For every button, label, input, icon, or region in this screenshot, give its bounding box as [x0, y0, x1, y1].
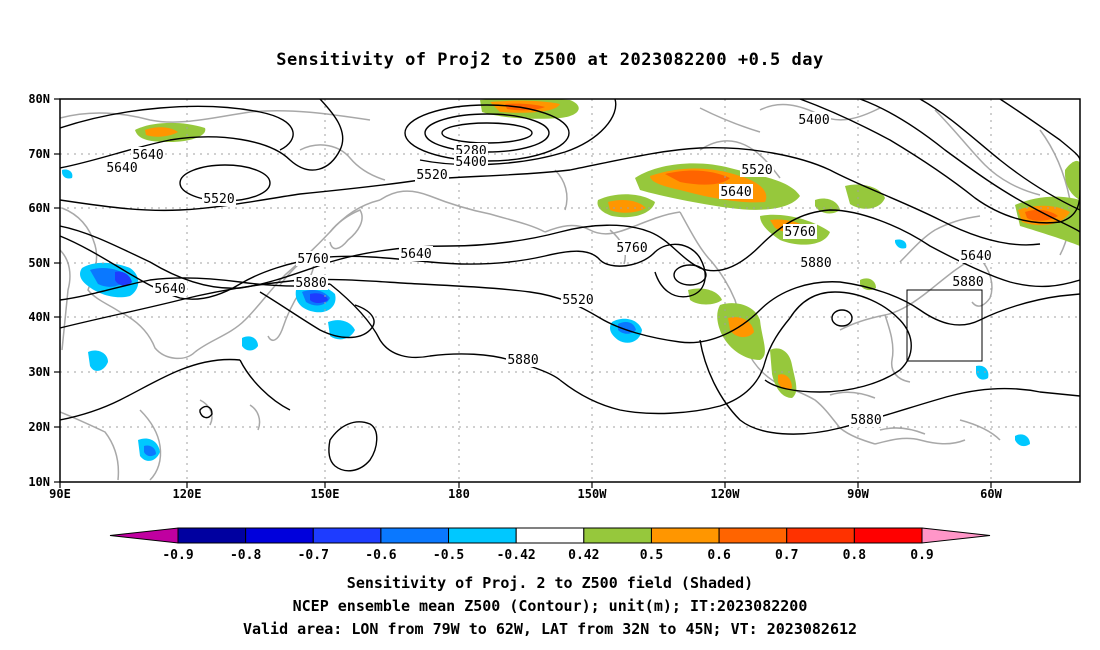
- contour-label-bg: [105, 160, 139, 175]
- lon-tick-label: 120E: [173, 487, 202, 501]
- sensitivity-shading: [62, 99, 1080, 461]
- colorbar-level-label: 0.42: [568, 548, 599, 563]
- lat-tick-label: 30N: [28, 365, 50, 379]
- colorbar-level-label: -0.42: [497, 548, 536, 563]
- colorbar-level-label: -0.8: [230, 548, 261, 563]
- lon-tick-label: 150W: [578, 487, 608, 501]
- contour-label: 5760: [616, 241, 647, 256]
- lat-tick-label: 20N: [28, 420, 50, 434]
- colorbar-level-label: -0.7: [298, 548, 329, 563]
- contour-label-bg: [783, 224, 817, 239]
- contour-label-bg: [506, 352, 540, 367]
- lat-tick-label: 60N: [28, 201, 50, 215]
- colorbar-level-label: 0.8: [843, 548, 867, 563]
- contour-label: 5760: [784, 225, 815, 240]
- contour-label: 5880: [507, 353, 538, 368]
- contour-label-bg: [615, 240, 649, 255]
- contour-label-bg: [797, 112, 831, 127]
- lon-tick-label: 120W: [711, 487, 741, 501]
- colorbar-swatch: [380, 527, 450, 544]
- colorbar-level-label: -0.9: [162, 548, 193, 563]
- colorbar-level-label: 0.7: [775, 548, 798, 563]
- colorbar-swatch: [650, 527, 720, 544]
- contour-label: 5880: [800, 256, 831, 271]
- contour-label: 5880: [295, 276, 326, 291]
- colorbar-level-label: -0.6: [365, 548, 396, 563]
- lat-tick-label: 50N: [28, 256, 50, 270]
- contour-label: 5400: [455, 155, 486, 170]
- contour-label-bg: [849, 412, 883, 427]
- colorbar-swatch: [786, 527, 855, 544]
- colorbar-level-label: 0.5: [640, 548, 663, 563]
- contour-label-bg: [296, 251, 330, 266]
- contour-label: 5880: [952, 275, 983, 290]
- contour-label: 5640: [400, 247, 431, 262]
- colorbar-swatch: [583, 527, 652, 544]
- contour-label: 5520: [741, 163, 772, 178]
- contour-label: 5400: [798, 113, 829, 128]
- lon-tick-label: 180: [448, 487, 470, 501]
- contour-label: 5520: [416, 168, 447, 183]
- lat-tick-label: 40N: [28, 310, 50, 324]
- contour-label: 5640: [960, 249, 991, 264]
- contour-label-bg: [202, 191, 236, 206]
- map-title: Sensitivity of Proj2 to Z500 at 20230822…: [276, 50, 824, 70]
- map-plot: 5640564055205280540055205400552056405760…: [60, 99, 1080, 482]
- contour-label: 5640: [720, 185, 751, 200]
- contour-label: 5520: [562, 293, 593, 308]
- colorbar-swatch: [177, 527, 247, 544]
- colorbar-low-extend: [109, 527, 179, 544]
- valid-area-box: [906, 289, 983, 362]
- contour-label-bg: [415, 167, 449, 182]
- lat-tick-label: 80N: [28, 92, 50, 106]
- z500-contours: [60, 99, 1080, 472]
- contour-label-bg: [131, 147, 165, 162]
- colorbar-swatch: [448, 527, 517, 544]
- contour-label: 5520: [203, 192, 234, 207]
- contour-label-layer: 5640564055205280540055205400552056405760…: [105, 112, 993, 428]
- colorbar-swatch: [853, 527, 923, 544]
- lon-tick-label: 150E: [311, 487, 340, 501]
- contour-label-bg: [959, 248, 993, 263]
- contour-label-bg: [561, 292, 595, 307]
- lon-tick-label: 90E: [49, 487, 71, 501]
- contour-label-bg: [399, 246, 433, 261]
- colorbar: -0.9 -0.8 -0.7 -0.6 -0.5 -0.42 0.42 0.5 0.6 0.7 0.…: [109, 527, 991, 563]
- lat-tick-label: 70N: [28, 147, 50, 161]
- colorbar-swatch: [312, 527, 382, 544]
- axis-ticks: [54, 98, 992, 488]
- lon-tick-label: 90W: [847, 487, 869, 501]
- contour-label-bg: [454, 154, 488, 169]
- contour-label-bg: [740, 162, 774, 177]
- contour-label: 5640: [106, 161, 137, 176]
- contour-label-bg: [294, 275, 328, 290]
- colorbar-level-label: -0.5: [433, 548, 464, 563]
- contour-label: 5760: [297, 252, 328, 267]
- caption-contour: NCEP ensemble mean Z500 (Contour); unit(…: [292, 597, 808, 615]
- colorbar-high-extend: [921, 527, 991, 544]
- contour-label-bg: [153, 281, 187, 296]
- map-frame: [59, 98, 1081, 483]
- caption-shaded: Sensitivity of Proj. 2 to Z500 field (Sh…: [346, 574, 754, 592]
- contour-label-bg: [799, 255, 833, 270]
- colorbar-level-label: 0.9: [910, 548, 933, 563]
- colorbar-swatch: [515, 527, 585, 544]
- colorbar-swatch: [245, 527, 314, 544]
- axis-label-layer: 90E 120E 150E 180 150W 120W 90W 60W 10N 20N 30N 40N…: [28, 92, 1002, 501]
- colorbar-level-label: 0.6: [707, 548, 731, 563]
- colorbar-swatch: [718, 527, 788, 544]
- contour-label-bg: [951, 274, 985, 289]
- contour-label-bg: [719, 184, 753, 199]
- contour-label: 5640: [132, 148, 163, 163]
- caption-valid-area: Valid area: LON from 79W to 62W, LAT fro…: [242, 620, 858, 638]
- contour-label: 5880: [850, 413, 881, 428]
- contour-label: 5640: [154, 282, 185, 297]
- lat-tick-label: 10N: [28, 475, 50, 489]
- lon-tick-label: 60W: [980, 487, 1002, 501]
